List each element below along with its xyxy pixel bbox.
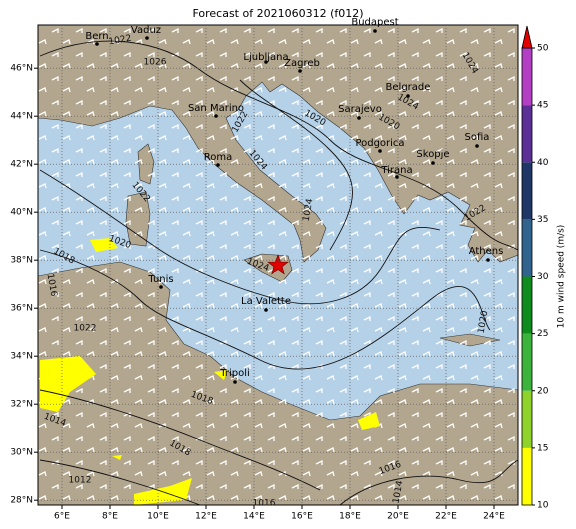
lat-tick-label: 40°N [10, 208, 33, 218]
city-dot [378, 149, 382, 153]
colorbar-extend [521, 25, 533, 49]
lon-tick-label: 6°E [54, 512, 70, 522]
city-label: Tunis [147, 274, 173, 285]
isobar-label: 1016 [253, 499, 276, 509]
lon-tick-label: 22°E [435, 512, 457, 522]
colorbar-tick-label: 30 [537, 272, 549, 282]
colorbar-band [522, 105, 532, 163]
city-dot [373, 29, 377, 33]
lon-tick-label: 24°E [483, 512, 505, 522]
map-area [38, 25, 518, 505]
marker-star [267, 254, 289, 275]
colorbar-tick-label: 15 [537, 443, 548, 453]
colorbar-band [522, 447, 532, 505]
colorbar-tick-label: 50 [537, 44, 549, 54]
colorbar-tick-label: 25 [537, 329, 548, 339]
city-label: San Marino [188, 103, 244, 114]
lat-tick-label: 32°N [10, 400, 33, 410]
city-label: Roma [204, 152, 233, 163]
lat-tick-label: 44°N [10, 112, 33, 122]
lat-tick-label: 36°N [10, 304, 33, 314]
city-label: Budapest [351, 17, 398, 28]
city-label: Sofia [465, 132, 490, 143]
city-label: Zagreb [284, 58, 320, 69]
city-dot [264, 60, 268, 64]
city-label: Tripoli [219, 368, 250, 379]
city-dot [216, 163, 220, 167]
colorbar-band [522, 219, 532, 277]
city-dot [406, 94, 410, 98]
city-label: Sarajevo [338, 104, 382, 115]
city-dot [159, 285, 163, 289]
isobar-label: 1022 [108, 34, 132, 48]
lat-tick-label: 34°N [10, 352, 33, 362]
lon-tick-label: 14°E [243, 512, 265, 522]
city-dot [431, 161, 435, 165]
lon-tick-label: 8°E [102, 512, 118, 522]
colorbar-band [522, 390, 532, 448]
isobar-label: 1012 [69, 476, 92, 486]
city-label: Bern [85, 31, 108, 42]
colorbar-band [522, 276, 532, 334]
city-dot [264, 308, 268, 312]
city-dot [214, 114, 218, 118]
colorbar-tick-label: 10 [537, 501, 549, 511]
lon-tick-label: 20°E [387, 512, 409, 522]
isobar-label: 1022 [74, 324, 97, 334]
colorbar-tick-label: 20 [537, 386, 549, 396]
city-label: Belgrade [386, 82, 431, 93]
isobar-label: 1024 [302, 198, 316, 223]
isobar-label: 1020 [477, 310, 491, 335]
map-title: Forecast of 2021060312 (f012) [192, 7, 363, 20]
isobar-label: 1026 [144, 58, 167, 68]
city-dot [475, 144, 479, 148]
city-dot [95, 42, 99, 46]
lon-tick-label: 10°E [147, 512, 169, 522]
city-dot [233, 380, 237, 384]
colorbar-tick-label: 40 [537, 158, 549, 168]
city-dot [145, 36, 149, 40]
city-dot [486, 258, 490, 262]
isobars [39, 40, 518, 505]
city-label: La Valette [241, 296, 291, 307]
city-label: Vaduz [131, 25, 161, 36]
city-dot [395, 175, 399, 179]
city-label: Podgorica [355, 138, 404, 149]
city-label: Tirana [380, 165, 412, 176]
city-dot [357, 116, 361, 120]
isobar-label: 1014 [392, 480, 406, 505]
lat-tick-label: 42°N [10, 160, 33, 170]
isobar-label: 1016 [45, 273, 59, 298]
city-label: Ljubljana [243, 52, 288, 63]
lat-tick-label: 30°N [10, 448, 33, 458]
city-label: Athens [469, 246, 504, 257]
lon-tick-label: 16°E [291, 512, 313, 522]
colorbar-band [522, 333, 532, 391]
colorbar-band [522, 162, 532, 220]
map-frame [37, 24, 519, 506]
colorbar-band [522, 48, 532, 106]
lat-tick-label: 38°N [10, 256, 33, 266]
colorbar-tick-label: 35 [537, 215, 548, 225]
lon-tick-label: 12°E [195, 512, 217, 522]
lat-tick-label: 28°N [10, 496, 33, 506]
city-label: Skopje [416, 149, 449, 160]
city-dot [298, 69, 302, 73]
colorbar-label: 10 m wind speed (m/s) [557, 225, 567, 329]
colorbar-tick-label: 45 [537, 101, 548, 111]
lat-tick-label: 46°N [10, 64, 33, 74]
lon-tick-label: 18°E [339, 512, 361, 522]
